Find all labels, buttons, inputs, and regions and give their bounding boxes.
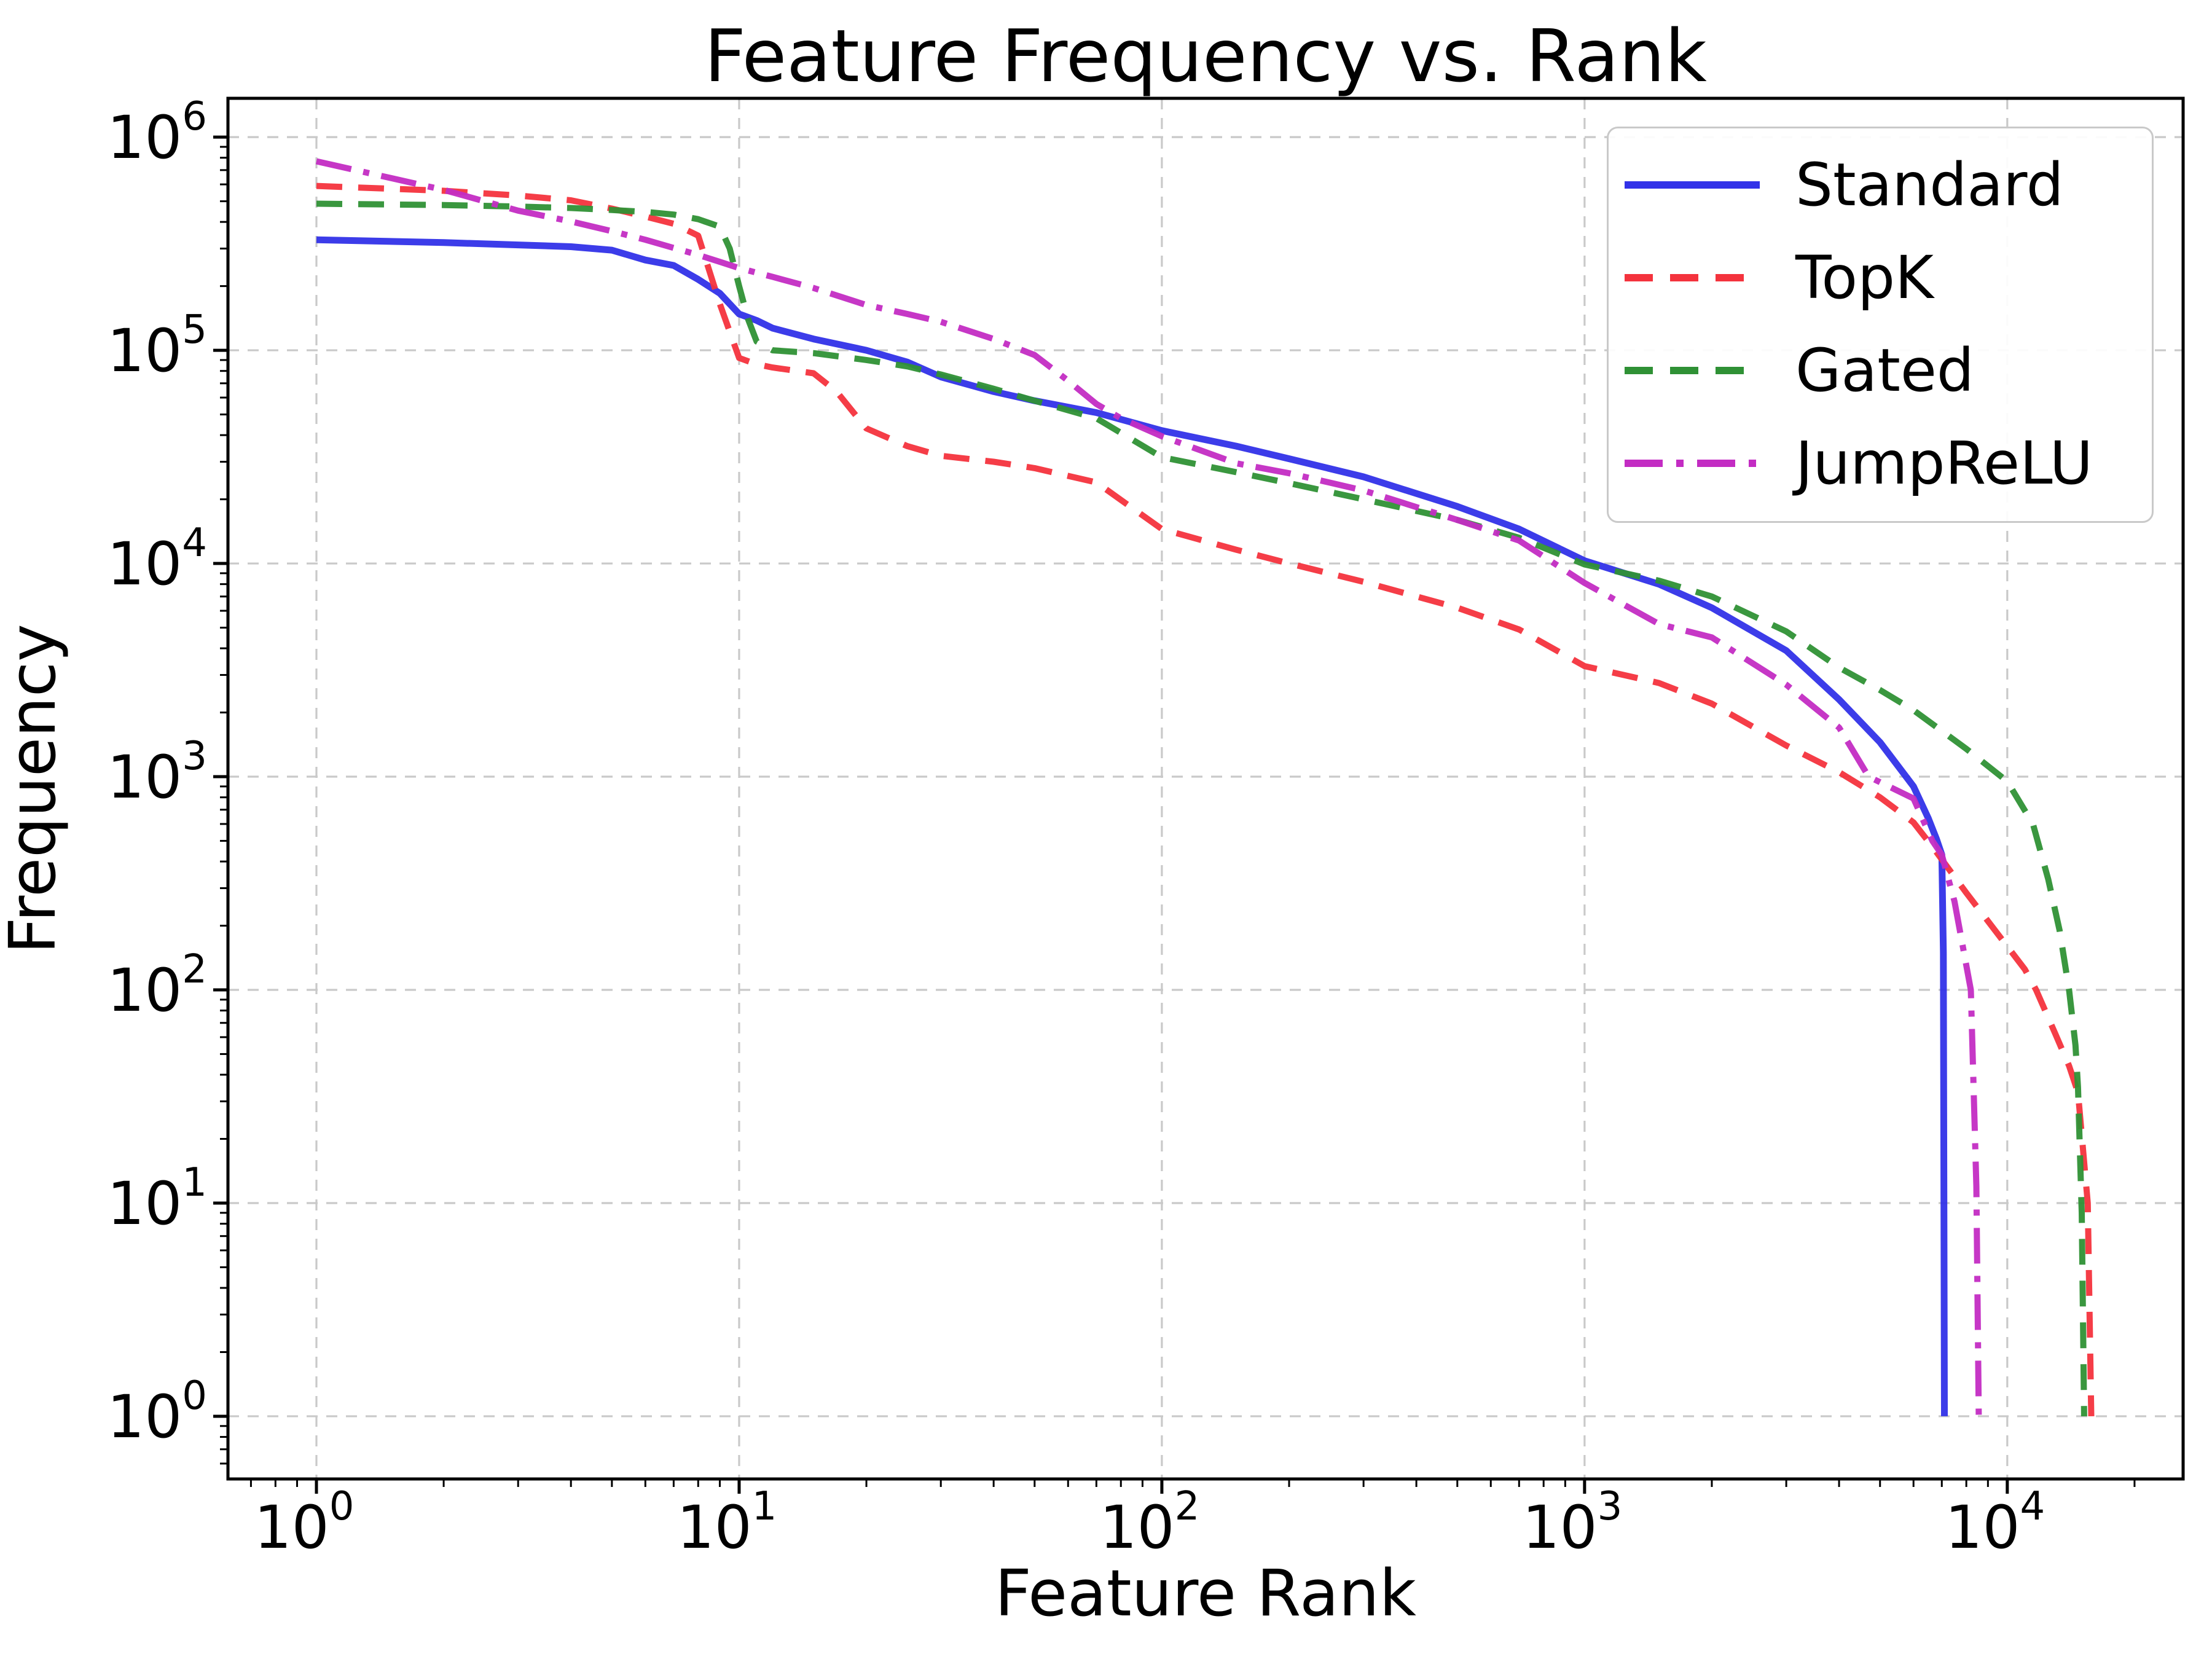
legend-label: Gated: [1795, 335, 1974, 405]
legend-line-standard-icon: [1625, 181, 1760, 189]
legend-row: Standard: [1609, 138, 2152, 231]
x-tick-label: 101: [677, 1484, 777, 1562]
y-axis-label: Frequency: [0, 624, 70, 954]
tick-labels: 100 101 102 103 104 100 101 102 103 104 105 106: [107, 94, 2045, 1562]
legend-line-gated-icon: [1625, 366, 1760, 374]
legend-row: TopK: [1609, 231, 2152, 324]
y-tick-label: 100: [107, 1373, 207, 1451]
series-gated: [316, 200, 2087, 1416]
y-tick-label: 106: [107, 94, 207, 172]
series-topk: [316, 182, 2095, 1416]
y-tick-label: 105: [107, 307, 207, 385]
x-tick-label: 102: [1099, 1484, 1199, 1562]
legend: Standard TopK Gated JumpReLU: [1607, 127, 2154, 523]
y-tick-label: 104: [107, 520, 207, 598]
x-tick-label: 104: [1945, 1484, 2045, 1562]
legend-label: TopK: [1795, 243, 1934, 312]
legend-row: JumpReLU: [1609, 417, 2152, 509]
gridlines: [228, 98, 2183, 1479]
y-tick-label: 101: [107, 1160, 207, 1238]
y-tick-label: 103: [107, 734, 207, 812]
legend-label: Standard: [1795, 150, 2064, 219]
chart-title: Feature Frequency vs. Rank: [704, 14, 1707, 98]
plot-border: [226, 96, 2185, 1481]
legend-row: Gated: [1609, 324, 2152, 417]
y-tick-label: 102: [107, 947, 207, 1025]
legend-line-topk-icon: [1625, 273, 1760, 281]
series-jumprelu: [315, 158, 1982, 1416]
x-tick-label: 100: [254, 1484, 355, 1562]
axis-ticks: [213, 135, 2136, 1494]
x-tick-label: 103: [1522, 1484, 1622, 1562]
series-standard: [316, 236, 1948, 1416]
legend-label: JumpReLU: [1795, 428, 2093, 498]
legend-line-jumprelu-icon: [1625, 459, 1760, 467]
x-axis-label: Feature Rank: [995, 1556, 1416, 1631]
